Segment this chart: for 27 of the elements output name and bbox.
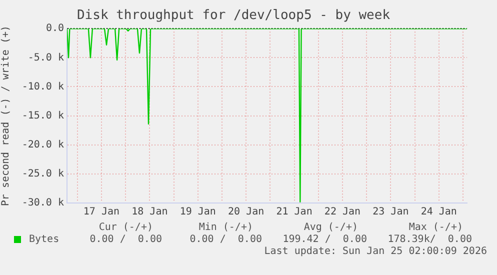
x-tick-label: 19 Jan	[180, 206, 216, 218]
chart-title: Disk throughput for /dev/loop5 - by week	[76, 8, 390, 24]
x-tick-label: 20 Jan	[228, 206, 264, 218]
text: Cur (-/+)	[98, 222, 153, 234]
text: Max (-/+)	[408, 222, 463, 234]
x-tick-label: 23 Jan	[372, 206, 409, 218]
text: 0.00 / 0.00	[190, 234, 262, 246]
x-tick-label: 21 Jan	[276, 206, 312, 218]
text: 0.00 / 0.00	[90, 234, 162, 246]
y-tick-label: -20.0 k	[22, 139, 64, 150]
text: Avg (-/+)	[304, 222, 358, 234]
y-axis-title: Pr second read (-) / write (+)	[0, 25, 12, 206]
y-tick-label: -25.0 k	[22, 168, 64, 180]
y-tick-label: -5.0 k	[28, 52, 64, 64]
legend-label: Bytes	[29, 234, 60, 245]
y-tick-label: 0.0	[46, 23, 64, 34]
text: Last update: Sun Jan 25 02:00:09 2026	[264, 246, 487, 258]
text: 199.42 / 0.00	[282, 234, 367, 246]
x-tick-label: 18 Jan	[132, 206, 168, 218]
y-tick-label: -15.0 k	[22, 110, 64, 122]
x-tick-label: 22 Jan	[324, 206, 361, 218]
text: Min (-/+)	[198, 222, 253, 234]
x-tick-label: 24 Jan	[420, 206, 457, 218]
x-tick-label: 17 Jan	[83, 206, 120, 218]
y-tick-label: -30.0 k	[22, 198, 64, 209]
text: 178.39k/ 0.00	[388, 234, 472, 246]
y-tick-label: -10.0 k	[22, 81, 64, 92]
